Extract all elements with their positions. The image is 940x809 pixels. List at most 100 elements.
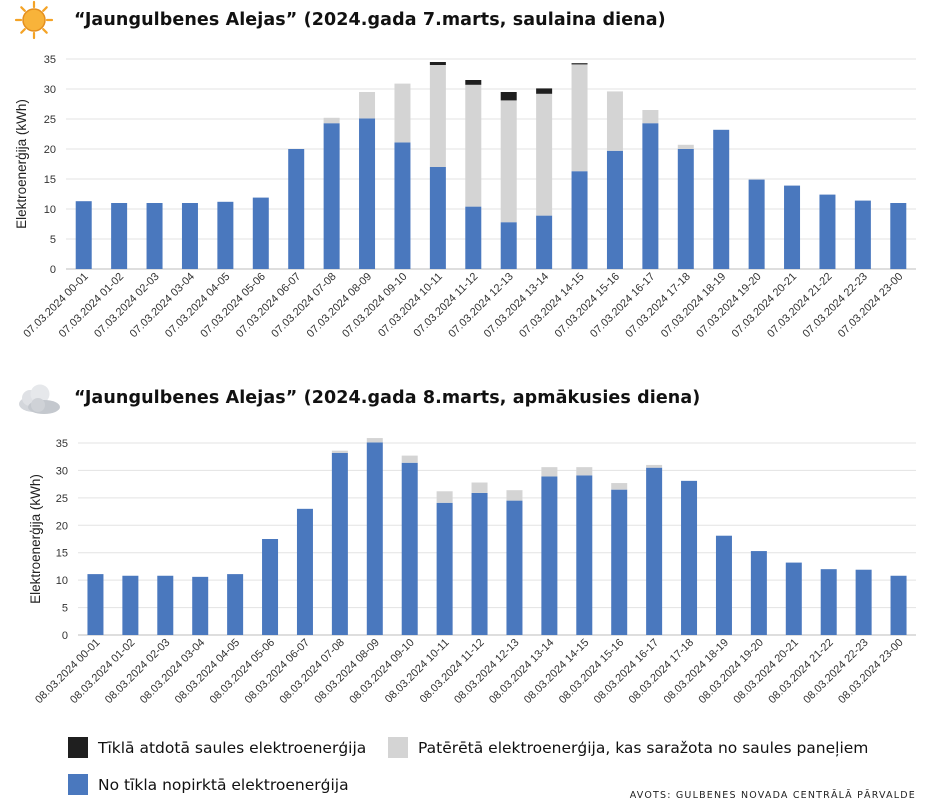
chart-2-bar-bought — [681, 480, 698, 635]
chart-2-bar-bought — [855, 569, 872, 635]
chart-2-ytick-label: 35 — [56, 438, 68, 450]
chart-1-bar-bought — [181, 203, 198, 269]
chart-1-title: “Jaungulbenes Alejas” (2024.gada 7.marts… — [74, 10, 666, 30]
chart-2-xtick-label: 08.03.2024 19-20 — [697, 637, 766, 706]
chart-1-xtick-label: 07.03.2024 11-12 — [412, 271, 481, 340]
chart-2-xtick-label: 08.03.2024 22-23 — [801, 637, 870, 706]
chart-1-xtick-label: 07.03.2024 00-01 — [21, 271, 90, 340]
chart-1-xtick-label: 07.03.2024 14-15 — [517, 271, 586, 340]
chart-2-bar-bought — [611, 489, 628, 635]
chart-1-xtick-label: 07.03.2024 21-22 — [765, 271, 834, 340]
chart-2-bar-solar — [541, 467, 558, 477]
chart-1-ytick-label: 15 — [44, 174, 56, 186]
chart-2-plot: 0 5 10 15 20 25 30 35 Elektroenerģija (kWh) 08.03… — [28, 438, 916, 706]
chart-1-bar-bought — [748, 179, 765, 269]
chart-1-bar-bought — [146, 203, 163, 269]
chart-2-ylabel: Elektroenerģija (kWh) — [28, 474, 43, 604]
sun-icon — [14, 0, 54, 40]
chart-1-xtick-label: 07.03.2024 06-07 — [234, 271, 303, 340]
chart-1-bar-bought — [359, 118, 376, 270]
chart-1-xtick-label: 07.03.2024 09-10 — [340, 271, 409, 340]
chart-1-bar-solar — [536, 93, 553, 216]
chart-1-bar-bought — [500, 222, 517, 269]
chart-2-bar-solar — [331, 450, 348, 453]
chart-1-bar-bought — [642, 123, 659, 269]
chart-1-bar-bought — [465, 206, 482, 269]
chart-1-bar-bought — [819, 194, 836, 269]
chart-1-bar-solar — [359, 92, 376, 119]
legend-swatch-bought — [68, 774, 88, 795]
chart-1-xtick-label: 07.03.2024 17-18 — [623, 271, 692, 340]
chart-2-xtick-label: 08.03.2024 08-09 — [312, 637, 381, 706]
chart-1-xtick-label: 07.03.2024 12-13 — [446, 271, 515, 340]
chart-1-bar-exported — [429, 62, 446, 65]
chart-1-xtick-label: 07.03.2024 23-00 — [836, 271, 905, 340]
chart-1-xtick-label: 07.03.2024 03-04 — [128, 271, 197, 340]
chart-2-xtick-label: 08.03.2024 16-17 — [592, 637, 661, 706]
chart-2-bar-solar — [611, 483, 628, 490]
legend-label-bought: No tīkla nopirktā elektroenerģija — [98, 775, 349, 794]
chart-2-ytick-label: 20 — [56, 520, 68, 532]
chart-2-xtick-label: 08.03.2024 00-01 — [33, 637, 102, 706]
chart-2-ytick-label: 15 — [56, 548, 68, 560]
chart-1-bar-bought — [394, 142, 411, 269]
chart-1-ytick-label: 35 — [44, 54, 56, 66]
chart-2-bar-bought — [785, 562, 802, 635]
legend-label-solar: Patērētā elektroenerģija, kas saražota n… — [418, 738, 869, 757]
chart-2-xtick-label: 08.03.2024 13-14 — [487, 637, 556, 706]
chart-2-bar-bought — [122, 575, 139, 635]
chart-1-bar-exported — [536, 88, 553, 94]
chart-1-bar-bought — [713, 129, 730, 269]
chart-2-title-row: “Jaungulbenes Alejas” (2024.gada 8.marts… — [0, 378, 700, 418]
chart-2-bar-bought — [820, 569, 837, 635]
chart-2-xtick-label: 08.03.2024 02-03 — [103, 637, 172, 706]
chart-2-bar-solar — [436, 491, 453, 503]
chart-2-bar-bought — [541, 476, 558, 635]
chart-1-xtick-label: 07.03.2024 20-21 — [730, 271, 799, 340]
chart-1-bar-exported — [465, 80, 482, 85]
chart-2-bar-solar — [366, 438, 383, 443]
chart-2-bar-bought — [331, 452, 348, 635]
chart-1-bar-exported — [571, 63, 588, 65]
legend-swatch-exported — [68, 737, 88, 758]
chart-1-bar-solar — [429, 65, 446, 167]
chart-1-ytick-label: 20 — [44, 144, 56, 156]
chart-1-title-row: “Jaungulbenes Alejas” (2024.gada 7.marts… — [0, 0, 666, 40]
chart-1-xtick-label: 07.03.2024 15-16 — [553, 271, 622, 340]
chart-1-ytick-label: 10 — [44, 204, 56, 216]
chart-1-xtick-label: 07.03.2024 05-06 — [198, 271, 267, 340]
chart-1-bar-exported — [500, 92, 517, 101]
chart-1-xtick-label: 07.03.2024 16-17 — [588, 271, 657, 340]
chart-2-ytick-label: 5 — [62, 603, 68, 615]
chart-1-xtick-label: 07.03.2024 08-09 — [305, 271, 374, 340]
cloud-icon — [19, 384, 60, 414]
chart-1-bar-bought — [252, 197, 269, 269]
chart-2-bar-bought — [157, 575, 174, 635]
chart-2-xtick-label: 08.03.2024 23-00 — [836, 637, 905, 706]
chart-2-xtick-label: 08.03.2024 09-10 — [347, 637, 416, 706]
chart-1-bar-bought — [323, 123, 340, 269]
chart-1-ytick-label: 5 — [50, 234, 56, 246]
source-credit: AVOTS: GULBENES NOVADA CENTRĀLĀ PĀRVALDE — [629, 790, 916, 801]
chart-2-bar-bought — [715, 535, 732, 635]
chart-1-bar-solar — [500, 100, 517, 223]
chart-1-bar-bought — [75, 201, 92, 269]
chart-2-xtick-label: 08.03.2024 15-16 — [557, 637, 626, 706]
chart-1-bar-bought — [288, 149, 305, 269]
chart-2-xtick-label: 08.03.2024 04-05 — [173, 637, 242, 706]
chart-1-xtick-label: 07.03.2024 04-05 — [163, 271, 232, 340]
chart-1-bar-solar — [323, 117, 340, 124]
chart-2-xtick-label: 08.03.2024 11-12 — [418, 637, 487, 706]
chart-1-ytick-label: 0 — [50, 264, 56, 276]
chart-1-bar-bought — [606, 150, 623, 269]
legend-label-exported: Tīklā atdotā saules elektroenerģija — [98, 738, 367, 757]
chart-2-bar-bought — [192, 576, 209, 635]
chart-1-bar-bought — [429, 167, 446, 269]
chart-1-bar-solar — [465, 84, 482, 207]
chart-1-bar-bought — [890, 203, 907, 269]
chart-1-xtick-label: 07.03.2024 18-19 — [659, 271, 728, 340]
chart-2-xtick-label: 08.03.2024 06-07 — [243, 637, 312, 706]
chart-2-bar-bought — [366, 442, 383, 635]
chart-1-xtick-label: 07.03.2024 07-08 — [269, 271, 338, 340]
chart-2-xtick-label: 08.03.2024 05-06 — [208, 637, 277, 706]
